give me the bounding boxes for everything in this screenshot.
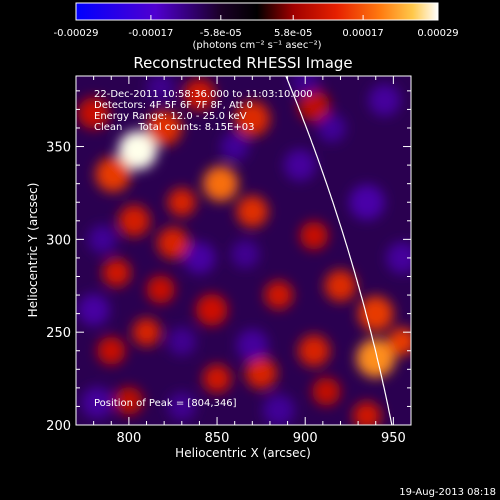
heatmap-blob	[368, 84, 401, 117]
plot-area: 800 850 900 950 200 250 300 350 22-Dec-2011 10:…	[46, 75, 412, 446]
heatmap-blobs	[77, 76, 411, 425]
heatmap-blob	[202, 166, 239, 202]
colorbar-tick-label: -5.8e-05	[200, 28, 242, 39]
heatmap-blob	[157, 227, 189, 259]
heatmap-blob	[77, 294, 110, 326]
heatmap-blob	[118, 204, 151, 237]
heatmap-blob	[349, 184, 385, 220]
plot-frame	[75, 75, 412, 426]
heatmap-blob	[312, 377, 341, 406]
heatmap-blob	[95, 156, 131, 193]
heatmap-blob	[77, 97, 110, 129]
y-tick-label: 250	[46, 326, 71, 341]
heatmap-blob	[88, 225, 117, 254]
heatmap-blob	[81, 386, 114, 419]
footer-timestamp: 19-Aug-2013 08:18	[399, 487, 496, 498]
heatmap-blob	[299, 221, 329, 250]
heatmap-blob	[236, 195, 269, 228]
solar-limb-arc	[285, 76, 393, 425]
colorbar-unit-label: (photons cm⁻² s⁻¹ asec⁻²)	[192, 40, 321, 51]
heatmap-blob	[146, 275, 175, 304]
colorbar-tick-label: -0.00017	[128, 28, 173, 39]
x-tick-label: 850	[205, 431, 230, 446]
colorbar-tick-label: 0.00029	[417, 28, 458, 39]
heatmap-blob	[234, 101, 270, 137]
heatmap-blob	[298, 334, 330, 367]
heatmap-blob	[352, 401, 382, 425]
heatmap-blob	[132, 318, 161, 347]
heatmap-blob	[386, 242, 411, 274]
axis-tick-labels: 800 850 900 950 200 250 300 350	[46, 141, 406, 446]
axis-ticks	[76, 76, 412, 426]
heatmap-blob	[114, 386, 143, 415]
heatmap-blob	[264, 280, 293, 310]
heatmap-blob	[245, 357, 277, 389]
heatmap-blob	[167, 392, 196, 421]
heatmap-blob	[118, 130, 158, 170]
annotation-counts: Clean Total counts: 8.15E+03	[94, 122, 254, 133]
annotation-detectors: Detectors: 4F 5F 6F 7F 8F, Att 0	[94, 100, 253, 111]
annotation-energy: Energy Range: 12.0 - 25.0 keV	[94, 111, 247, 122]
heatmap-blob	[317, 113, 346, 143]
heatmap-blob	[183, 242, 216, 274]
heatmap-blob	[220, 132, 249, 161]
x-tick-label: 900	[293, 431, 318, 446]
annotation-time-range: 22-Dec-2011 10:58:36.000 to 11:03:10.000	[94, 89, 313, 100]
colorbar-tick-label: 0.00017	[342, 28, 383, 39]
heatmap-blob	[146, 76, 175, 102]
heatmap-blob	[388, 327, 411, 356]
heatmap-blob	[358, 295, 394, 332]
x-axis-label: Heliocentric X (arcsec)	[175, 446, 311, 460]
heatmap-blob	[195, 294, 228, 326]
heatmap-blob	[97, 336, 126, 365]
heatmap-blob	[284, 149, 316, 181]
y-axis-label: Heliocentric Y (arcsec)	[26, 183, 40, 318]
heatmap-blob	[291, 76, 320, 96]
heatmap-blob	[236, 329, 269, 362]
heatmap-blob	[146, 110, 182, 146]
chart-title: Reconstructed RHESSI Image	[133, 54, 352, 72]
colorbar-gradient	[75, 2, 439, 21]
heatmap-blob	[183, 78, 216, 111]
colorbar-tick-label: 5.8e-05	[274, 28, 312, 39]
heatmap-blob	[231, 240, 260, 269]
peak-position-label: Position of Peak = [804,346]	[94, 398, 237, 409]
colorbar-tick-labels: -0.00029 -0.00017 -5.8e-05 5.8e-05 0.00017 0.…	[54, 28, 459, 39]
colorbar: -0.00029 -0.00017 -5.8e-05 5.8e-05 0.00017 0.…	[54, 2, 459, 51]
y-tick-label: 200	[46, 419, 71, 434]
annotation-block: 22-Dec-2011 10:58:36.000 to 11:03:10.000…	[94, 89, 313, 409]
heatmap-blob	[167, 327, 196, 356]
heatmap-blob	[356, 338, 396, 378]
y-tick-label: 300	[46, 233, 71, 248]
heatmap-blob	[102, 258, 131, 287]
heatmap-blob	[324, 269, 357, 302]
x-tick-label: 950	[381, 431, 406, 446]
heatmap	[77, 76, 411, 425]
heatmap-blob	[202, 364, 232, 393]
heatmap-blob	[262, 394, 295, 425]
heatmap-blob	[298, 89, 330, 122]
heatmap-blob	[167, 188, 196, 217]
y-tick-label: 350	[46, 141, 71, 156]
colorbar-tick-label: -0.00029	[54, 28, 99, 39]
colorbar-ticks	[75, 15, 439, 20]
x-tick-label: 800	[116, 431, 141, 446]
